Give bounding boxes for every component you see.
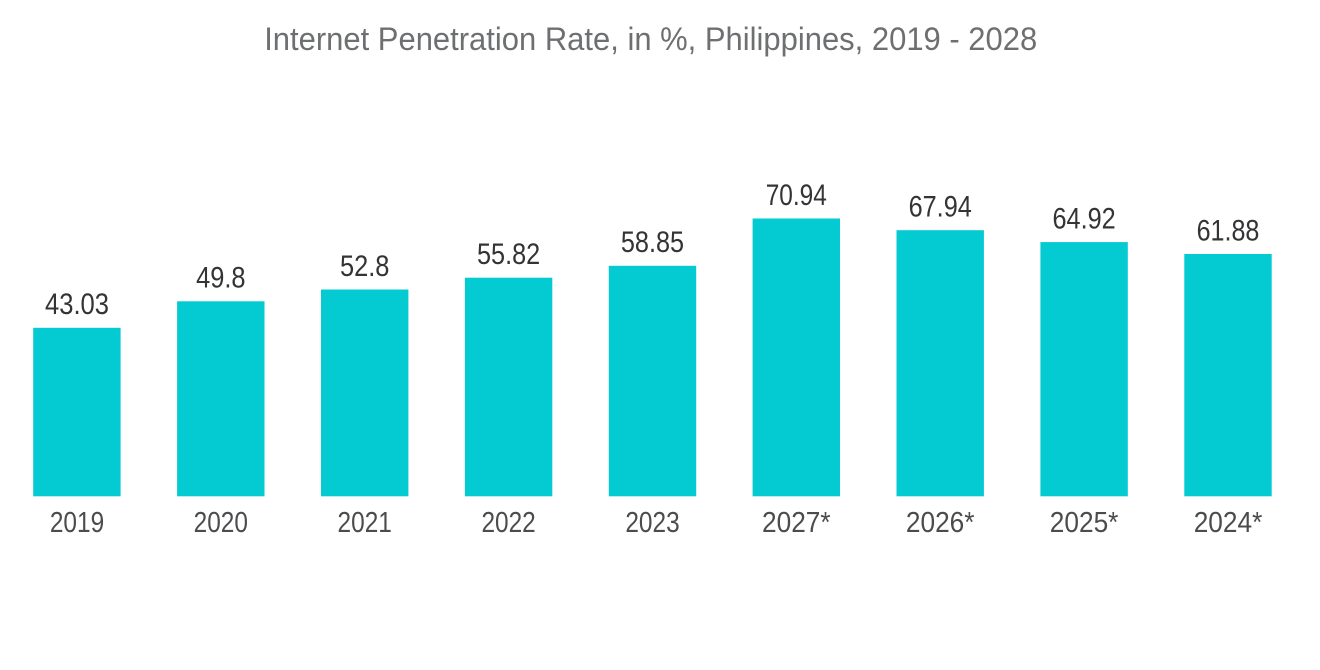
- svg-text:2021: 2021: [338, 506, 392, 538]
- svg-text:49.8: 49.8: [196, 262, 245, 295]
- svg-text:Internet Penetration Rate, in: Internet Penetration Rate, in %, Philipp…: [264, 21, 1037, 57]
- svg-text:64.92: 64.92: [1053, 203, 1116, 236]
- svg-text:2019: 2019: [50, 506, 104, 538]
- svg-text:2020: 2020: [194, 506, 248, 538]
- svg-text:2022: 2022: [481, 506, 535, 538]
- svg-text:70.94: 70.94: [766, 179, 827, 212]
- svg-text:55.82: 55.82: [477, 238, 540, 271]
- svg-text:2025*: 2025*: [1050, 506, 1119, 538]
- svg-text:2023: 2023: [625, 506, 679, 538]
- svg-text:2027*: 2027*: [762, 506, 831, 538]
- svg-text:52.8: 52.8: [340, 250, 389, 283]
- svg-text:43.03: 43.03: [45, 288, 109, 321]
- svg-text:2024*: 2024*: [1194, 506, 1263, 538]
- svg-text:67.94: 67.94: [909, 191, 972, 224]
- svg-text:58.85: 58.85: [621, 226, 684, 259]
- svg-text:61.88: 61.88: [1197, 214, 1260, 247]
- svg-text:2026*: 2026*: [906, 506, 975, 538]
